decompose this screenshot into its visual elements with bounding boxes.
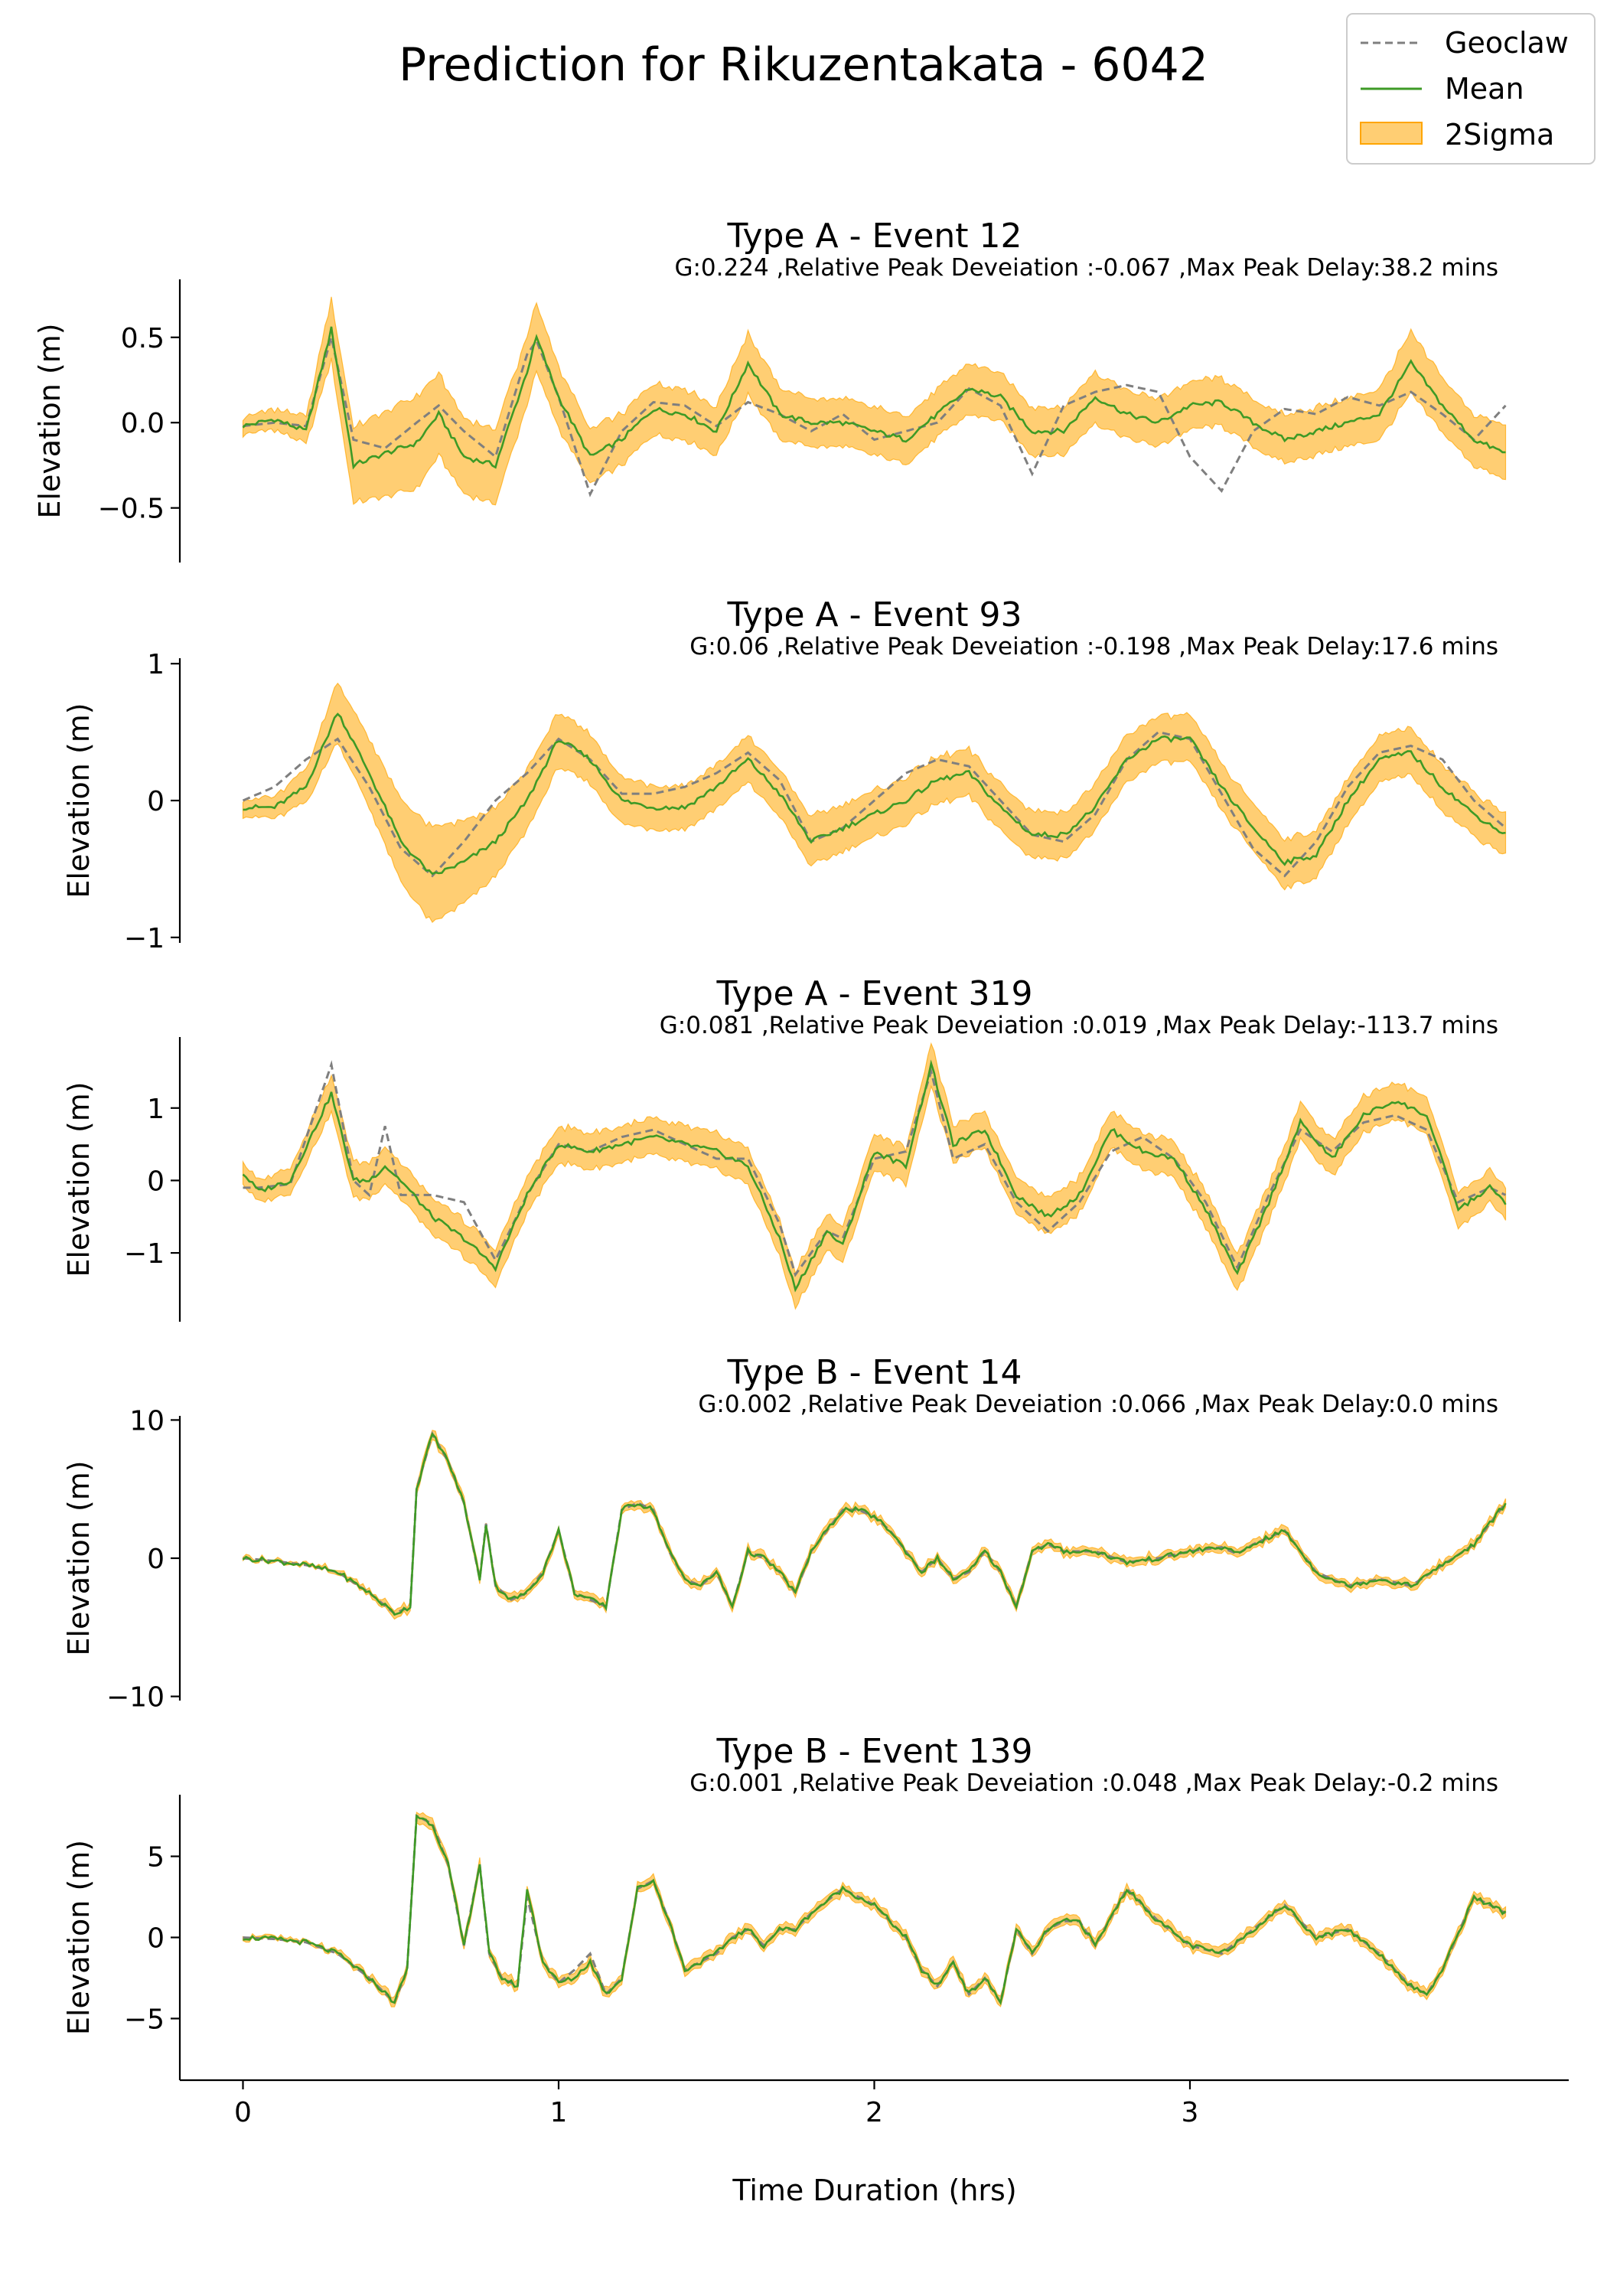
- panel-title: Type A - Event 319: [715, 974, 1032, 1013]
- legend: Geoclaw Mean 2Sigma: [1346, 13, 1596, 165]
- y-tick-label: 0.0: [121, 408, 165, 439]
- band-2sigma: [242, 296, 1507, 506]
- y-tick-label: 0: [147, 786, 165, 817]
- y-tick-label: 10: [129, 1405, 165, 1437]
- y-tick-label: 5: [147, 1842, 165, 1874]
- line-geoclaw: [243, 1430, 1507, 1615]
- y-axis-label: Elevation (m): [62, 1081, 96, 1277]
- panel-3: −1 0 1 Elevation (m) Type A - Event 319G:0.0…: [62, 974, 1507, 1322]
- band-2sigma: [242, 682, 1507, 924]
- y-axis-label: Elevation (m): [33, 323, 67, 518]
- y-tick-label: 1: [147, 1094, 165, 1125]
- figure-title: Prediction for Rikuzentakata - 6042: [399, 38, 1208, 92]
- y-tick-label: 0: [147, 1166, 165, 1197]
- line-geoclaw: [243, 1060, 1507, 1277]
- y-tick-label: 0.5: [121, 323, 165, 354]
- line-geoclaw: [243, 1814, 1507, 2006]
- panels: −0.5 0.0 0.5 Elevation (m) Type A - Event 12…: [33, 217, 1569, 2128]
- panel-title: Type A - Event 12: [726, 217, 1022, 256]
- x-tick-label: 0: [234, 2097, 252, 2128]
- band-2sigma: [242, 1811, 1507, 2007]
- panel-title: Type B - Event 14: [726, 1353, 1022, 1392]
- band-2sigma: [242, 1430, 1507, 1620]
- y-tick-label: −5: [124, 2004, 165, 2035]
- line-mean: [242, 1432, 1507, 1616]
- legend-2sigma-swatch: [1360, 122, 1423, 145]
- panel-metrics: G:0.06 ,Relative Peak Deveiation :-0.198…: [689, 633, 1498, 660]
- y-tick-label: 1: [147, 649, 165, 680]
- panel-metrics: G:0.001 ,Relative Peak Deveiation :0.048…: [689, 1769, 1498, 1797]
- x-tick-label: 1: [550, 2097, 568, 2128]
- y-tick-label: −0.5: [98, 494, 165, 525]
- panel-metrics: G:0.081 ,Relative Peak Deveiation :0.019…: [660, 1012, 1498, 1039]
- panel-4: −10 0 10 Elevation (m) Type B - Event 14G:0.…: [62, 1353, 1507, 1714]
- y-tick-label: 0: [147, 1923, 165, 1955]
- y-tick-label: −10: [106, 1682, 165, 1714]
- panel-metrics: G:0.224 ,Relative Peak Deveiation :-0.06…: [674, 254, 1498, 282]
- y-tick-label: −1: [124, 1238, 165, 1270]
- legend-geoclaw-label: Geoclaw: [1445, 26, 1569, 60]
- y-axis-label: Elevation (m): [62, 1840, 96, 2035]
- line-mean: [243, 713, 1506, 876]
- x-tick-label: 3: [1182, 2097, 1199, 2128]
- line-mean: [242, 326, 1506, 470]
- legend-2sigma-label: 2Sigma: [1445, 118, 1554, 152]
- band-2sigma: [242, 1042, 1507, 1310]
- y-axis-label: Elevation (m): [62, 703, 96, 898]
- x-axis: 0 1 2 3: [180, 2079, 1569, 2128]
- panel-1: −0.5 0.0 0.5 Elevation (m) Type A - Event 12…: [33, 217, 1507, 563]
- panel-title: Type B - Event 139: [715, 1732, 1032, 1771]
- x-tick-label: 2: [865, 2097, 883, 2128]
- panel-5: −5 0 5 Elevation (m) Type B - Event 139G:0.0…: [62, 1732, 1507, 2080]
- line-mean: [242, 1059, 1507, 1293]
- line-geoclaw: [242, 730, 1507, 878]
- panel-title: Type A - Event 93: [726, 595, 1022, 634]
- y-tick-label: −1: [124, 923, 165, 954]
- x-axis-label: Time Duration (hrs): [732, 2174, 1016, 2207]
- panel-2: −1 0 1 Elevation (m) Type A - Event 93G:0.06…: [62, 595, 1507, 954]
- line-mean: [243, 1814, 1507, 2006]
- line-geoclaw: [243, 337, 1507, 497]
- legend-mean-label: Mean: [1445, 72, 1524, 106]
- y-tick-label: 0: [147, 1544, 165, 1575]
- panel-metrics: G:0.002 ,Relative Peak Deveiation :0.066…: [698, 1391, 1498, 1418]
- y-axis-label: Elevation (m): [62, 1460, 96, 1655]
